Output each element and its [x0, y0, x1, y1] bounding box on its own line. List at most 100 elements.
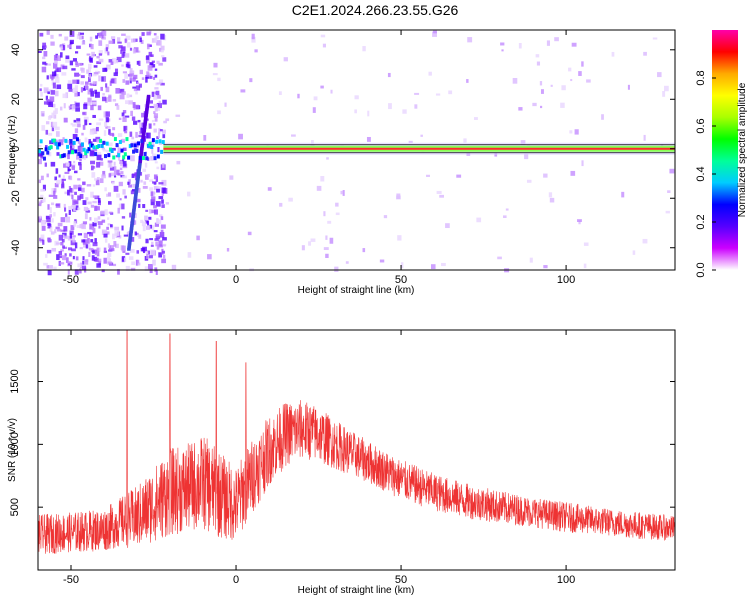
noise-speck	[107, 51, 110, 56]
noise-speck	[136, 60, 140, 65]
noise-speck	[367, 110, 370, 117]
noise-speck	[162, 254, 166, 259]
noise-speck	[138, 203, 141, 208]
noise-speck	[71, 248, 76, 252]
noise-speck	[92, 250, 97, 254]
noise-speck	[83, 232, 88, 239]
noise-speck	[92, 241, 98, 247]
noise-speck	[102, 149, 107, 152]
noise-speck	[159, 129, 163, 132]
noise-speck	[132, 77, 136, 82]
noise-speck	[128, 184, 133, 188]
colorbar-tick-label: 0.0	[695, 262, 707, 277]
noise-speck	[55, 85, 58, 90]
noise-speck	[151, 241, 154, 245]
noise-speck	[145, 225, 151, 230]
noise-speck	[48, 63, 51, 66]
noise-speck	[578, 220, 581, 225]
y-tick-label: 1500	[9, 369, 21, 393]
noise-speck	[153, 103, 159, 108]
noisy-band-mark	[132, 149, 136, 154]
noise-speck	[80, 75, 85, 79]
noise-speck	[110, 36, 116, 40]
noise-speck	[144, 162, 148, 168]
noise-speck	[149, 268, 153, 274]
noise-speck	[132, 183, 138, 188]
y-tick-label: 20	[10, 93, 22, 105]
noise-speck	[151, 91, 155, 97]
noise-speck	[58, 139, 64, 146]
noise-speck	[46, 75, 49, 80]
noise-speck	[73, 184, 78, 190]
noise-speck	[143, 181, 147, 185]
noisy-band-mark	[115, 143, 119, 148]
noise-speck	[441, 262, 446, 267]
noise-speck	[69, 60, 74, 66]
noise-speck	[46, 265, 50, 269]
noise-speck	[83, 155, 86, 161]
noise-speck	[155, 235, 161, 240]
noise-speck	[430, 264, 436, 270]
noise-speck	[476, 217, 482, 223]
noise-speck	[72, 235, 76, 238]
noise-speck	[117, 37, 121, 42]
noise-speck	[89, 130, 95, 135]
noisy-band-mark	[110, 148, 114, 153]
noise-speck	[73, 119, 77, 123]
noise-speck	[148, 255, 153, 259]
noise-speck	[93, 72, 99, 75]
noise-speck	[161, 191, 164, 196]
noise-speck	[621, 191, 625, 198]
noise-speck	[116, 169, 120, 175]
noise-speck	[114, 226, 120, 231]
noise-speck	[76, 73, 81, 77]
noise-speck	[105, 86, 110, 93]
noise-speck	[69, 207, 74, 210]
noise-speck	[131, 188, 137, 192]
noise-speck	[85, 210, 91, 213]
noise-speck	[153, 113, 159, 119]
noise-speck	[87, 201, 92, 205]
noise-speck	[39, 202, 42, 207]
noise-speck	[665, 210, 670, 214]
noise-speck	[87, 97, 92, 103]
noise-speck	[158, 182, 164, 185]
noise-speck	[667, 190, 671, 193]
noise-speck	[109, 172, 114, 177]
noise-speck	[124, 53, 130, 58]
noise-speck	[89, 217, 92, 221]
noise-speck	[148, 51, 153, 57]
noise-speck	[61, 178, 66, 181]
noise-speck	[89, 247, 94, 251]
noise-speck	[187, 252, 192, 258]
noise-speck	[107, 192, 112, 197]
noise-speck	[52, 62, 58, 69]
noise-speck	[108, 129, 111, 135]
noise-speck	[83, 116, 89, 123]
noise-speck	[96, 247, 100, 253]
noise-speck	[92, 184, 96, 187]
noise-speck	[106, 193, 109, 197]
noisy-band-mark	[80, 142, 84, 147]
noise-speck	[548, 192, 553, 198]
noise-speck	[402, 109, 407, 114]
noise-speck	[109, 132, 114, 136]
noise-speck	[86, 69, 89, 74]
noise-speck	[82, 124, 86, 130]
noise-speck	[160, 45, 165, 51]
noise-speck	[122, 79, 126, 83]
noise-speck	[53, 54, 59, 61]
noise-speck	[113, 263, 117, 267]
noise-speck	[140, 247, 144, 252]
noise-speck	[83, 243, 88, 248]
noise-speck	[114, 68, 119, 74]
x-tick-label: 0	[233, 574, 239, 586]
noise-speck	[156, 94, 161, 99]
noise-speck	[60, 52, 63, 58]
noise-speck	[100, 210, 106, 215]
noise-speck	[153, 230, 158, 233]
noise-speck	[92, 222, 97, 227]
noise-speck	[60, 183, 65, 189]
noise-speck	[288, 197, 293, 202]
